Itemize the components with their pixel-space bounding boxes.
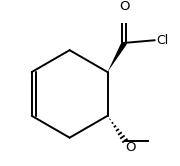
Text: Cl: Cl: [156, 34, 168, 47]
Text: O: O: [119, 0, 130, 13]
Polygon shape: [107, 42, 127, 72]
Text: O: O: [125, 141, 136, 154]
